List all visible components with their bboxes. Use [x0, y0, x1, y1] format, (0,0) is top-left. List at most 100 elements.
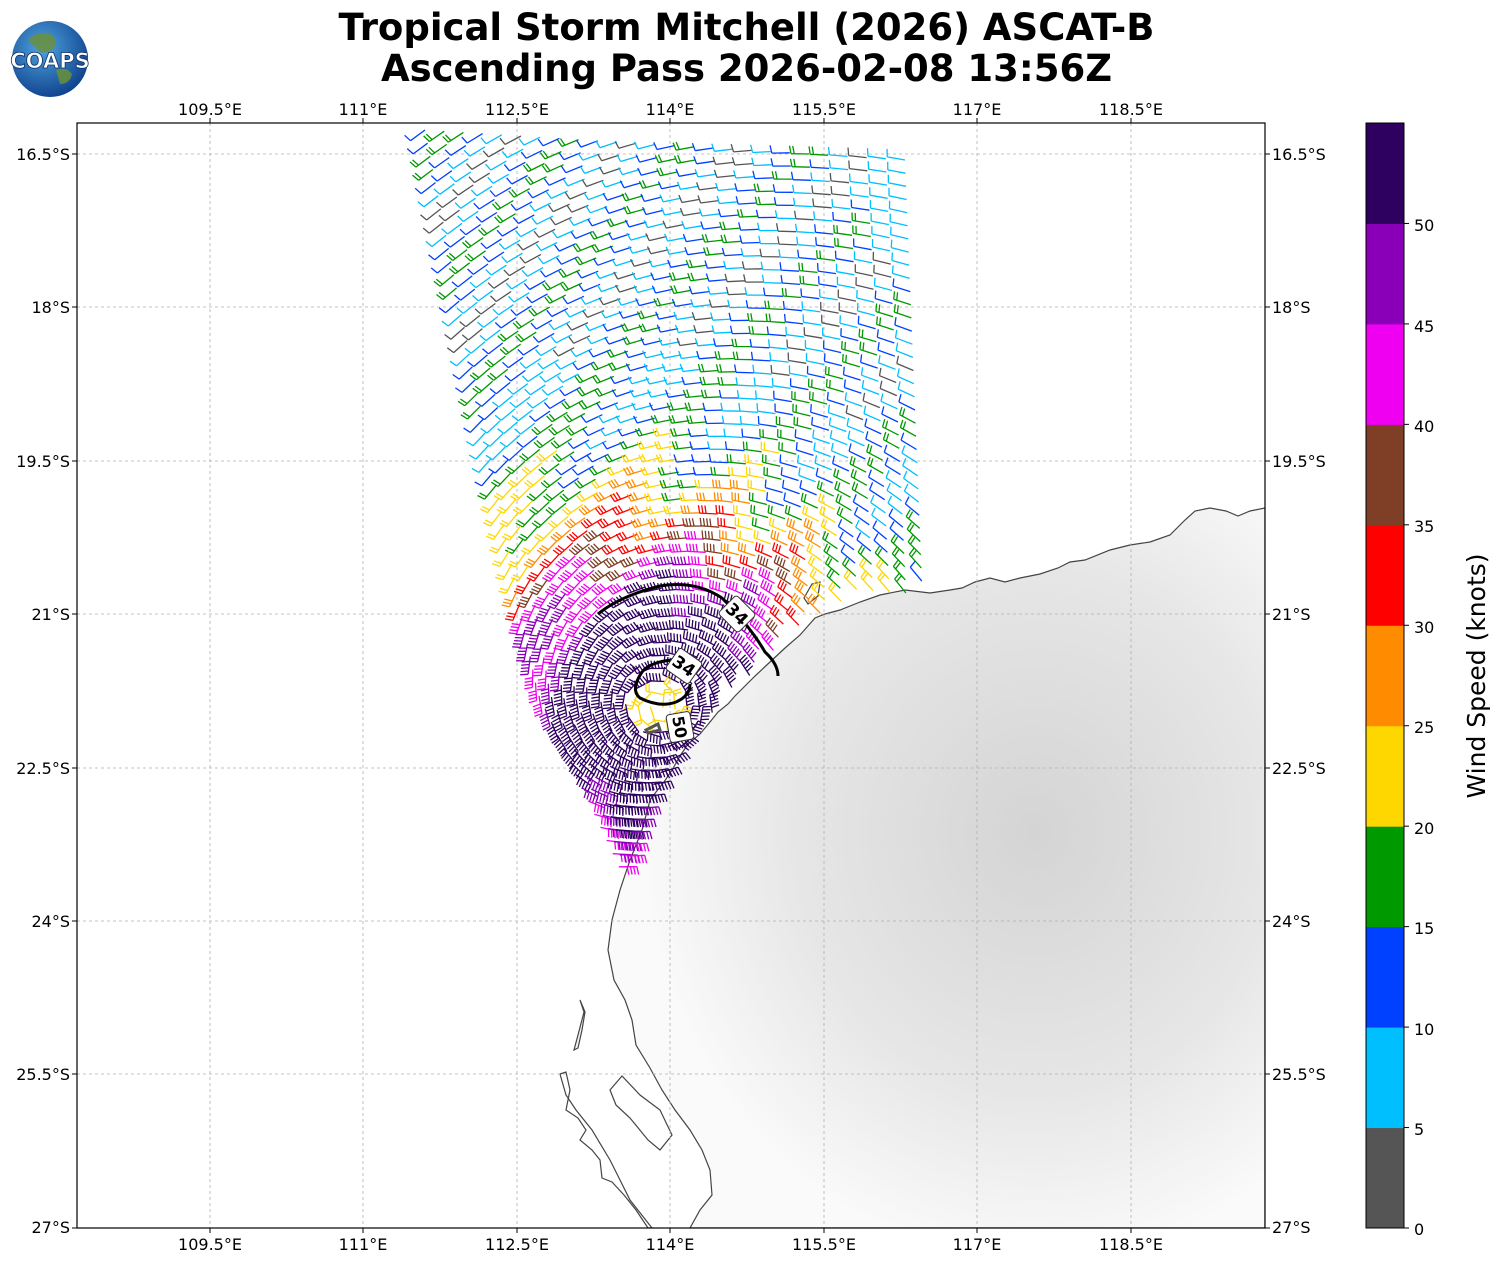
wind-barb [654, 154, 677, 164]
wind-barb [748, 492, 768, 506]
wind-barb [744, 287, 765, 296]
wind-barb [697, 195, 719, 204]
wind-barb [412, 168, 434, 181]
wind-barb [512, 500, 533, 515]
wind-barb [519, 357, 542, 369]
wind-barb [888, 187, 907, 201]
wind-barb [597, 153, 620, 162]
wind-barb [702, 246, 724, 256]
wind-barb [498, 577, 516, 594]
wind-barb [536, 541, 557, 556]
wind-barb [758, 235, 779, 245]
wind-barb [517, 344, 539, 356]
wind-barb [516, 643, 529, 662]
wind-barb [637, 167, 659, 176]
wind-barb [770, 158, 791, 167]
wind-barb [446, 340, 468, 354]
wind-barb [743, 274, 764, 283]
wind-barb [688, 285, 710, 295]
wind-barb [623, 741, 640, 760]
wind-barb [673, 311, 695, 321]
wind-barb [539, 708, 551, 731]
wind-barb [718, 389, 740, 399]
colorbar-tick-label: 25 [1414, 718, 1434, 737]
wind-barb [716, 195, 738, 205]
wind-barb [860, 570, 874, 592]
wind-barb [860, 354, 878, 369]
wind-barb [871, 238, 891, 252]
wind-barb [541, 281, 564, 291]
wind-barb [636, 621, 659, 633]
colorbar-label: Wind Speed (knots) [1462, 553, 1491, 798]
wind-barb [581, 648, 600, 666]
wind-barb [582, 427, 605, 437]
wind-barb [697, 505, 718, 515]
wind-barb [685, 543, 706, 553]
wind-barb [668, 415, 690, 424]
wind-barb [791, 184, 812, 195]
lat-label: 19.5°S [1272, 452, 1326, 471]
wind-barb [624, 830, 645, 840]
wind-barb [746, 312, 768, 323]
wind-barb [808, 146, 829, 156]
wind-barb [682, 389, 704, 399]
wind-barb [511, 409, 533, 422]
wind-barb [695, 182, 718, 191]
wind-barb [498, 239, 521, 250]
wind-barb [678, 736, 700, 751]
wind-barb [668, 543, 690, 553]
wind-barb [721, 247, 743, 257]
wind-barb [848, 443, 866, 460]
wind-barb [898, 406, 916, 424]
wind-barb [749, 338, 770, 349]
wind-barb [712, 156, 734, 166]
wind-barb [805, 352, 825, 366]
wind-barb [678, 350, 700, 360]
wind-barb [607, 583, 630, 595]
wind-barb [613, 518, 636, 529]
wind-barb [620, 766, 639, 781]
wind-barb [775, 567, 792, 586]
wind-barb [891, 265, 910, 280]
wind-barb [496, 226, 519, 237]
wind-barb [607, 232, 630, 241]
wind-barb [527, 189, 549, 199]
wind-barb [565, 426, 588, 436]
wind-barb [523, 553, 543, 569]
wind-barb [625, 363, 648, 372]
wind-barb [480, 134, 503, 145]
wind-barb [729, 325, 751, 335]
wind-barb [543, 489, 565, 502]
colorbar-bin [1366, 725, 1404, 827]
wind-barb [556, 138, 579, 148]
lon-label: 118.5°E [1099, 1235, 1163, 1254]
wind-barb [556, 646, 571, 665]
wind-barb [745, 300, 766, 309]
wind-barb [852, 225, 871, 238]
wind-barb [760, 261, 781, 271]
wind-barb [831, 198, 851, 210]
wind-barb [876, 329, 895, 344]
wind-barb [607, 608, 629, 623]
wind-barb [765, 313, 786, 324]
wind-barb [694, 479, 715, 489]
wind-barb [480, 497, 500, 514]
wind-barb [492, 304, 514, 316]
wind-barb [406, 142, 428, 155]
wind-barb [619, 556, 642, 568]
wind-barb [841, 556, 857, 577]
wind-barb [631, 272, 654, 281]
wind-barb [528, 306, 551, 317]
wind-barb [720, 234, 742, 244]
wind-barb [660, 207, 683, 216]
wind-barb [885, 470, 902, 489]
wind-barb [624, 780, 643, 792]
wind-barb [602, 814, 621, 828]
wind-barb [446, 249, 468, 262]
wind-barb [753, 183, 774, 193]
wind-barb [690, 593, 709, 606]
wind-barb [790, 555, 807, 574]
wind-barb [815, 237, 835, 248]
wind-barb [519, 604, 536, 622]
wind-barb [891, 546, 906, 568]
